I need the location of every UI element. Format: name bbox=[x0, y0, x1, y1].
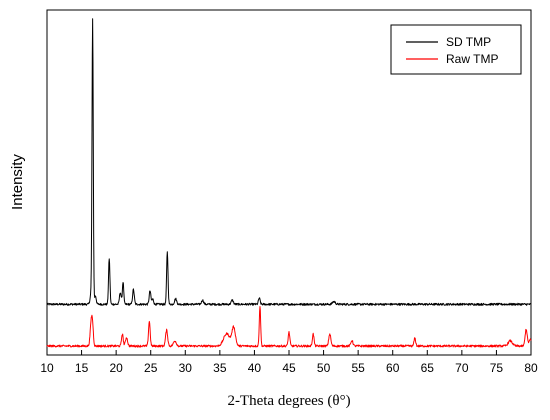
y-axis-title: Intensity bbox=[9, 154, 26, 210]
legend-label-raw-tmp: Raw TMP bbox=[446, 52, 498, 66]
x-tick-label-70: 70 bbox=[455, 361, 469, 375]
x-tick-label-30: 30 bbox=[179, 361, 193, 375]
x-tick-label-80: 80 bbox=[524, 361, 538, 375]
x-tick-label-15: 15 bbox=[75, 361, 89, 375]
x-tick-label-25: 25 bbox=[144, 361, 158, 375]
x-tick-label-40: 40 bbox=[248, 361, 262, 375]
series-layer bbox=[46, 18, 532, 348]
x-tick-label-50: 50 bbox=[317, 361, 331, 375]
x-tick-label-10: 10 bbox=[40, 361, 54, 375]
x-tick-label-65: 65 bbox=[421, 361, 435, 375]
x-axis-title: 2-Theta degrees (θ°) bbox=[227, 393, 350, 409]
legend-label-sd-tmp: SD TMP bbox=[446, 35, 491, 49]
x-tick-label-20: 20 bbox=[109, 361, 123, 375]
x-tick-label-45: 45 bbox=[282, 361, 296, 375]
x-tick-label-35: 35 bbox=[213, 361, 227, 375]
legend-box bbox=[390, 24, 522, 75]
x-tick-label-75: 75 bbox=[490, 361, 504, 375]
series-line-sd-tmp bbox=[46, 18, 532, 306]
x-axis-ticks: 10 15 20 25 30 35 40 45 50 55 60 65 70 75 80 bbox=[40, 350, 538, 375]
series-line-raw-tmp bbox=[46, 306, 532, 348]
x-tick-label-55: 55 bbox=[351, 361, 365, 375]
x-tick-label-60: 60 bbox=[386, 361, 400, 375]
legend: SD TMP Raw TMP bbox=[390, 24, 522, 75]
